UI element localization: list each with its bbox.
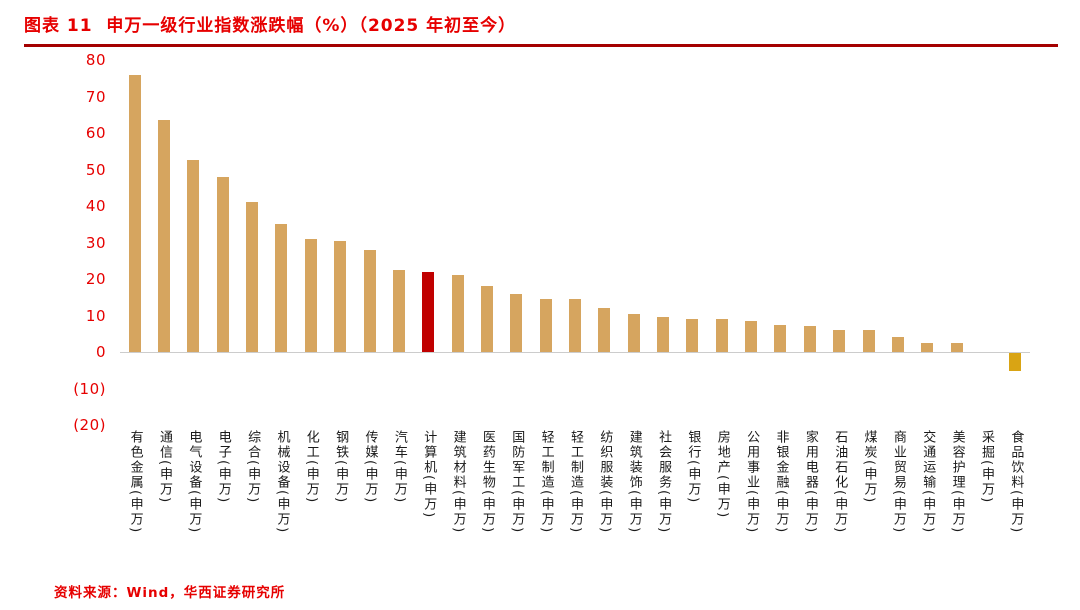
figure-title: 图表 11 申万一级行业指数涨跌幅（%）（2025 年初至今） <box>24 16 517 36</box>
bar <box>921 342 934 352</box>
bar <box>216 176 229 352</box>
bar <box>363 249 376 352</box>
x-axis-label: 社会服务(申万) <box>656 430 672 535</box>
bar <box>246 202 259 352</box>
x-axis-label: 计算机(申万) <box>421 430 437 520</box>
x-axis-label: 非银金融(申万) <box>773 430 789 535</box>
bar <box>1009 353 1022 372</box>
x-axis-label: 有色金属(申万) <box>127 430 143 535</box>
bar <box>187 160 200 352</box>
bar <box>569 299 581 352</box>
x-axis-label: 煤炭(申万) <box>861 430 877 505</box>
x-axis-label: 轻工制造(申万) <box>538 430 554 535</box>
x-axis-label: 公用事业(申万) <box>744 430 760 535</box>
bar <box>862 330 875 352</box>
bar <box>627 313 640 352</box>
x-axis-label: 机械设备(申万) <box>274 430 290 535</box>
y-axis-tick-label: 10 <box>85 306 106 325</box>
y-axis-tick-label: 70 <box>85 87 106 106</box>
x-axis-label: 汽车(申万) <box>391 430 407 505</box>
bar <box>598 308 611 352</box>
y-axis-tick-label: 30 <box>85 233 106 252</box>
bar <box>539 299 552 352</box>
bar <box>891 337 904 352</box>
y-axis-tick-label: 60 <box>85 124 106 142</box>
y-axis-tick-label: 80 <box>85 51 106 69</box>
bar <box>745 320 758 352</box>
x-axis-label: 综合(申万) <box>245 430 261 505</box>
y-axis-tick-label: 50 <box>85 160 106 179</box>
title-divider <box>24 44 1058 47</box>
x-axis-label: 商业贸易(申万) <box>890 430 906 535</box>
x-axis-label: 纺织服装(申万) <box>597 430 613 535</box>
x-axis-label: 国防军工(申万) <box>509 430 525 535</box>
x-axis-label: 电气设备(申万) <box>186 430 202 535</box>
bar <box>657 317 670 352</box>
y-axis-tick-label: 0 <box>95 343 106 361</box>
y-axis-tick-label: 40 <box>85 197 106 215</box>
bar <box>422 271 435 352</box>
bar <box>334 240 347 352</box>
x-axis-label: 采掘(申万) <box>978 430 994 505</box>
x-axis-label: 电子(申万) <box>215 430 231 505</box>
x-axis-label: 传媒(申万) <box>362 430 378 505</box>
x-axis-label: 房地产(申万) <box>714 430 730 520</box>
x-axis-label: 食品饮料(申万) <box>1008 430 1024 535</box>
bar <box>510 293 523 352</box>
x-axis-label: 石油石化(申万) <box>832 430 848 535</box>
bar <box>715 319 728 352</box>
y-axis-tick-label: 20 <box>85 270 106 288</box>
x-axis-label: 交通运输(申万) <box>920 430 936 535</box>
x-axis-label: 建筑装饰(申万) <box>626 430 642 535</box>
y-axis-tick-label: (20) <box>73 416 106 434</box>
x-axis-label: 通信(申万) <box>157 430 173 505</box>
x-axis-label: 银行(申万) <box>685 430 701 505</box>
x-axis-label: 钢铁(申万) <box>333 430 349 505</box>
bar <box>803 326 816 352</box>
bar <box>275 224 288 352</box>
bar <box>392 269 405 352</box>
bar <box>451 275 464 352</box>
source-note: 资料来源：Wind，华西证券研究所 <box>54 585 286 601</box>
x-axis-label: 轻工制造(申万) <box>568 430 583 535</box>
x-axis-label: 美容护理(申万) <box>949 430 965 535</box>
x-axis-label: 化工(申万) <box>303 430 319 505</box>
bar <box>304 238 317 352</box>
bar <box>833 330 846 352</box>
x-axis-label: 家用电器(申万) <box>802 430 818 535</box>
bar <box>158 120 171 352</box>
x-axis-line <box>120 352 1030 353</box>
bar <box>950 342 963 352</box>
bar <box>774 324 787 352</box>
x-axis-label: 医药生物(申万) <box>479 430 495 535</box>
x-axis-label: 建筑材料(申万) <box>450 430 466 535</box>
bar <box>480 286 493 352</box>
y-axis-tick-label: (10) <box>73 379 106 398</box>
bar <box>128 74 141 352</box>
bar <box>686 319 699 352</box>
